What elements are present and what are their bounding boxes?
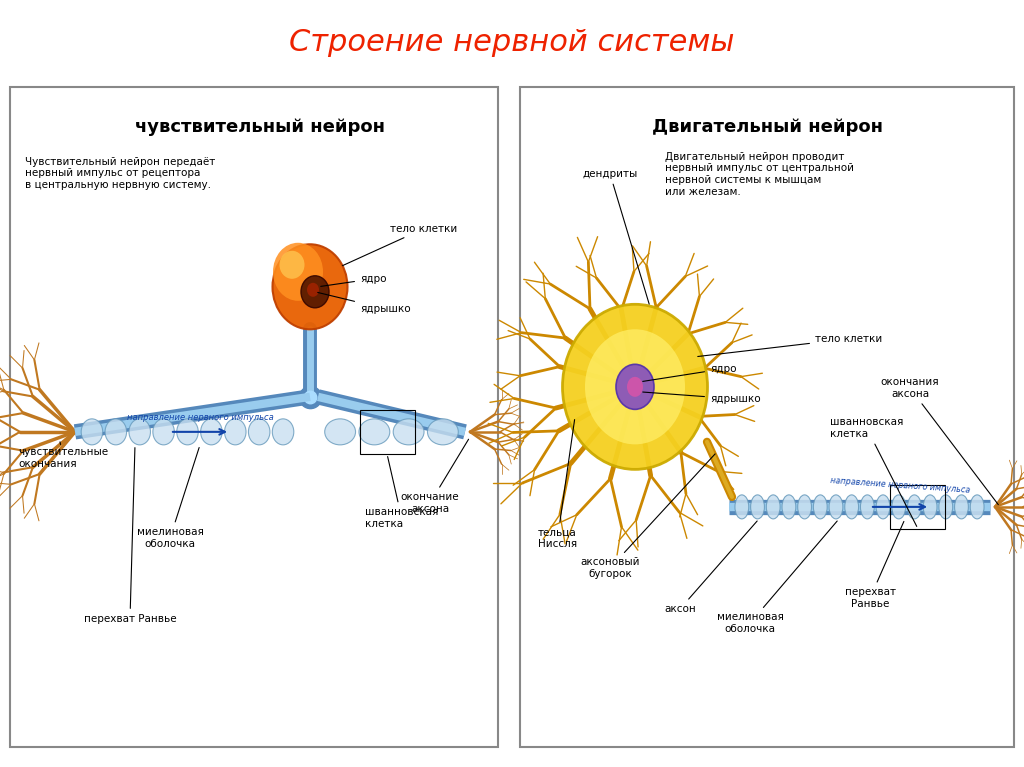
Text: шванновская
клетка: шванновская клетка xyxy=(365,456,438,529)
Ellipse shape xyxy=(359,419,390,445)
Ellipse shape xyxy=(177,419,199,445)
Text: чувствительный нейрон: чувствительный нейрон xyxy=(135,117,385,136)
Ellipse shape xyxy=(829,495,843,519)
Text: направление нервного импульса: направление нервного импульса xyxy=(127,413,273,422)
Text: окончания
аксона: окончания аксона xyxy=(881,377,998,505)
Text: окончание
аксона: окончание аксона xyxy=(400,439,469,514)
Ellipse shape xyxy=(224,419,246,445)
Ellipse shape xyxy=(782,495,796,519)
Ellipse shape xyxy=(129,419,151,445)
Ellipse shape xyxy=(273,243,323,301)
Text: миелиновая
оболочка: миелиновая оболочка xyxy=(136,447,204,549)
Ellipse shape xyxy=(153,419,174,445)
Ellipse shape xyxy=(249,419,270,445)
Text: тело клетки: тело клетки xyxy=(697,334,883,357)
Ellipse shape xyxy=(813,495,827,519)
Text: ядро: ядро xyxy=(643,364,736,381)
Ellipse shape xyxy=(924,495,937,519)
Ellipse shape xyxy=(301,276,329,308)
Ellipse shape xyxy=(616,364,654,410)
Ellipse shape xyxy=(325,419,355,445)
FancyBboxPatch shape xyxy=(10,87,498,747)
Text: Двигательный нейрон: Двигательный нейрон xyxy=(651,117,883,136)
Ellipse shape xyxy=(939,495,952,519)
Ellipse shape xyxy=(585,329,685,444)
Ellipse shape xyxy=(766,495,780,519)
Ellipse shape xyxy=(81,419,102,445)
Ellipse shape xyxy=(798,495,811,519)
Text: Двигательный нейрон проводит
нервный импульс от центральной
нервной системы к мы: Двигательный нейрон проводит нервный имп… xyxy=(665,152,854,196)
Ellipse shape xyxy=(105,419,127,445)
Ellipse shape xyxy=(971,495,984,519)
Ellipse shape xyxy=(860,495,874,519)
Text: направление нервного импульса: направление нервного импульса xyxy=(829,476,970,495)
Ellipse shape xyxy=(562,304,708,469)
Ellipse shape xyxy=(627,377,643,397)
Ellipse shape xyxy=(954,495,969,519)
Text: миелиновая
оболочка: миелиновая оболочка xyxy=(717,521,838,634)
Ellipse shape xyxy=(201,419,222,445)
Text: ядро: ядро xyxy=(321,274,386,286)
Text: ядрышко: ядрышко xyxy=(317,292,411,314)
FancyBboxPatch shape xyxy=(520,87,1014,747)
Ellipse shape xyxy=(907,495,922,519)
Ellipse shape xyxy=(280,251,304,278)
Ellipse shape xyxy=(735,495,749,519)
Text: аксон: аксон xyxy=(665,521,757,614)
Ellipse shape xyxy=(845,495,858,519)
Text: Чувствительный нейрон передаёт
нервный импульс от рецептора
в центральную нервну: Чувствительный нейрон передаёт нервный и… xyxy=(25,156,215,190)
Ellipse shape xyxy=(307,283,319,297)
Text: дендриты: дендриты xyxy=(583,169,649,304)
Text: Строение нервной системы: Строение нервной системы xyxy=(289,28,735,57)
Text: тело клетки: тело клетки xyxy=(342,224,458,265)
Text: аксоновый
бугорок: аксоновый бугорок xyxy=(581,454,715,579)
Ellipse shape xyxy=(877,495,890,519)
Text: ядрышко: ядрышко xyxy=(643,392,761,404)
Text: чувствительные
окончания: чувствительные окончания xyxy=(18,442,109,469)
Ellipse shape xyxy=(427,419,459,445)
Ellipse shape xyxy=(751,495,765,519)
Ellipse shape xyxy=(272,419,294,445)
Text: перехват Ранвье: перехват Ранвье xyxy=(84,448,176,624)
Text: шванновская
клетка: шванновская клетка xyxy=(830,417,916,526)
Text: перехват
Ранвье: перехват Ранвье xyxy=(845,522,904,609)
Ellipse shape xyxy=(393,419,424,445)
Ellipse shape xyxy=(892,495,905,519)
Ellipse shape xyxy=(272,244,347,329)
Text: тельца
Ниссля: тельца Ниссля xyxy=(538,420,578,549)
